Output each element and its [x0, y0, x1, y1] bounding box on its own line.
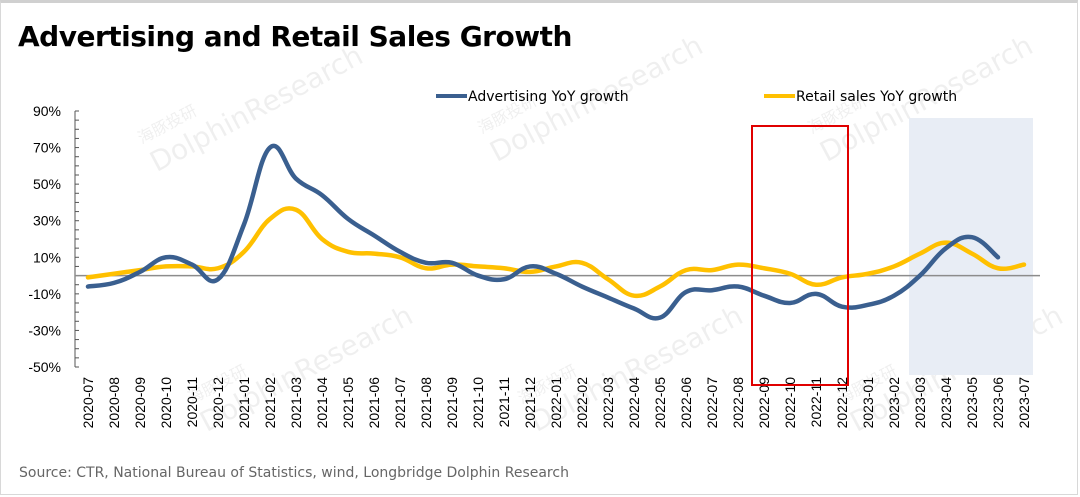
x-tick-label: 2021-01 — [236, 377, 252, 429]
x-tick-label: 2021-05 — [340, 377, 356, 429]
x-tick-label: 2022-11 — [808, 377, 824, 428]
series-line-advertising — [85, 143, 1001, 321]
y-tick-label: -30% — [28, 322, 61, 338]
shaded-region — [909, 118, 1033, 375]
legend-label: Advertising YoY growth — [468, 89, 629, 105]
x-tick-label: 2022-06 — [678, 377, 694, 429]
y-tick-label: -50% — [28, 359, 61, 375]
y-tick-label: 30% — [33, 213, 61, 229]
x-tick-label: 2023-02 — [886, 377, 902, 429]
x-tick-label: 2020-08 — [106, 377, 122, 429]
chart-title: Advertising and Retail Sales Growth — [18, 20, 572, 53]
x-tick-label: 2021-09 — [444, 377, 460, 429]
x-tick-label: 2023-06 — [990, 377, 1006, 429]
x-tick-label: 2020-11 — [184, 377, 200, 428]
x-tick-label: 2021-02 — [262, 377, 278, 429]
x-tick-label: 2020-10 — [158, 377, 174, 429]
x-tick-label: 2023-04 — [938, 377, 954, 429]
x-tick-label: 2020-09 — [132, 377, 148, 429]
x-tick-label: 2022-02 — [574, 377, 590, 429]
legend-label: Retail sales YoY growth — [796, 89, 957, 105]
x-tick-label: 2023-01 — [860, 377, 876, 429]
y-tick-label: 90% — [33, 103, 61, 119]
x-tick-label: 2022-12 — [834, 377, 850, 429]
x-tick-label: 2021-11 — [496, 377, 512, 428]
x-tick-label: 2021-03 — [288, 377, 304, 429]
x-tick-label: 2023-07 — [1016, 377, 1032, 429]
x-tick-label: 2021-06 — [366, 377, 382, 429]
y-tick-label: 50% — [33, 176, 61, 192]
x-tick-label: 2020-07 — [80, 377, 96, 429]
x-tick-label: 2021-04 — [314, 377, 330, 429]
x-tick-label: 2021-07 — [392, 377, 408, 429]
source-note: Source: CTR, National Bureau of Statisti… — [19, 465, 569, 481]
x-tick-label: 2021-12 — [522, 377, 538, 429]
x-tick-label: 2021-10 — [470, 377, 486, 429]
x-tick-label: 2022-03 — [600, 377, 616, 429]
legend: Advertising YoY growth Retail sales YoY g… — [436, 89, 957, 105]
x-tick-label: 2022-04 — [626, 377, 642, 429]
axes-layer: -50% -30% -10% 10% 30% 50% 70% 90% 2020-07 2020-0… — [28, 103, 1040, 428]
series-layer — [85, 125, 1027, 386]
x-tick-label: 2021-08 — [418, 377, 434, 429]
x-tick-label: 2020-12 — [210, 377, 226, 429]
x-tick-label: 2022-01 — [548, 377, 564, 429]
y-tick-label: 70% — [33, 140, 61, 156]
x-tick-label: 2022-05 — [652, 377, 668, 429]
series-line-retail — [85, 206, 1027, 299]
x-tick-label: 2023-03 — [912, 377, 928, 429]
y-tick-label: -10% — [28, 286, 61, 302]
x-tick-label: 2023-05 — [964, 377, 980, 429]
x-tick-label: 2022-10 — [782, 377, 798, 429]
x-tick-label: 2022-09 — [756, 377, 772, 429]
highlight-box — [751, 125, 849, 386]
annotation-layer — [909, 118, 1033, 375]
x-tick-label: 2022-08 — [730, 377, 746, 429]
x-tick-label: 2022-07 — [704, 377, 720, 429]
y-tick-label: 10% — [33, 249, 61, 265]
